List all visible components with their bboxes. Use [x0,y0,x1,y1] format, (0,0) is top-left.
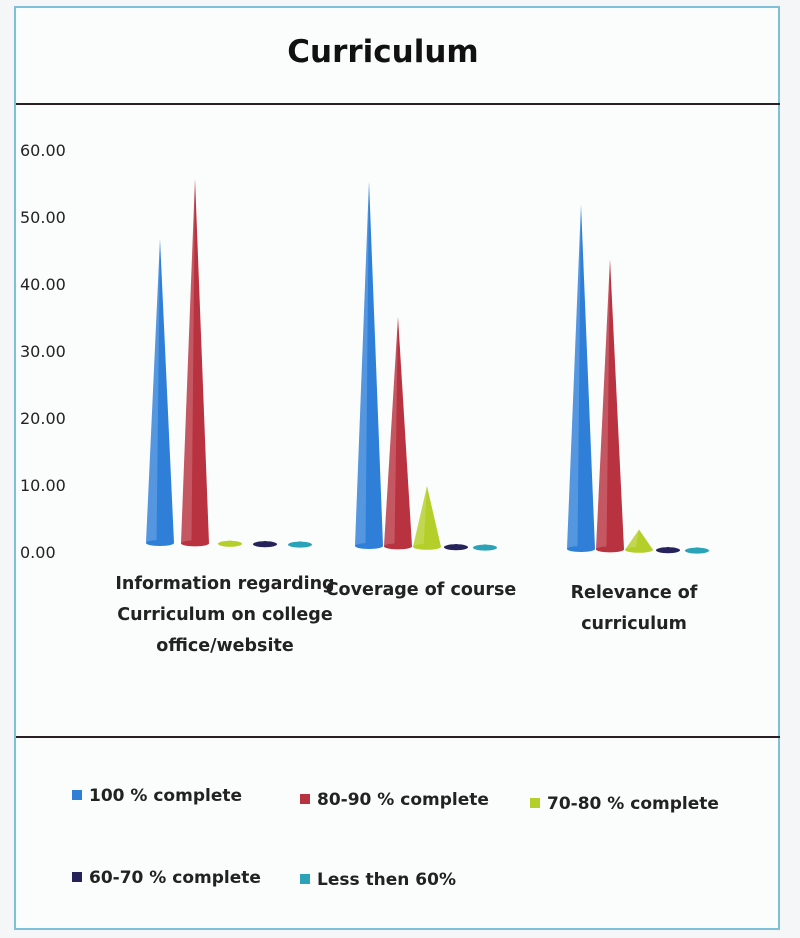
cone-base [146,540,174,546]
legend-label: 60-70 % complete [89,868,261,888]
legend-swatch [72,872,82,882]
cone-highlight [355,181,369,546]
y-tick-label: 30.00 [20,342,66,361]
legend-swatch [300,794,310,804]
cone-bar [384,316,412,547]
cone-base [384,543,412,550]
y-tick-label: 40.00 [20,275,66,294]
cone-base [567,546,595,552]
legend-label: 70-80 % complete [547,794,719,814]
cone-base [656,547,680,554]
cone-highlight [146,239,160,543]
cone-base [288,541,312,548]
x-category-label: Coverage of course [325,580,517,600]
legend-item: 60-70 % complete [72,868,261,888]
y-tick-label: 50.00 [20,208,66,227]
legend-item: 70-80 % complete [530,794,719,814]
legend-item: Less then 60% [300,870,456,890]
cone-base [625,546,653,553]
cone-base [355,543,383,549]
x-category-label: Relevance of curriculum [570,583,698,634]
cone-base [253,541,277,548]
legend-swatch [72,790,82,800]
title-divider [16,103,780,105]
cone-bar [567,204,595,549]
cone-base [444,544,468,551]
y-tick-label: 60.00 [20,141,66,160]
cone-base [473,544,497,551]
cone-bar [596,259,624,550]
cone-base [181,540,209,547]
cone-highlight [625,529,639,550]
cone-highlight [413,486,427,547]
legend-label: 80-90 % complete [317,790,489,810]
chart-title: Curriculum [287,34,479,70]
cone-bar [146,239,174,543]
y-tick-label: 20.00 [20,409,66,428]
legend-swatch [300,874,310,884]
x-category-label: Information regarding Curriculum on coll… [115,574,335,656]
cone-base [218,540,242,547]
legend-label: Less then 60% [317,870,456,890]
cone-bar [181,178,209,544]
cone-base [685,547,709,554]
cone-highlight [596,259,610,550]
cone-base [413,543,441,550]
y-tick-label: 10.00 [20,476,66,495]
legend-item: 80-90 % complete [300,790,489,810]
y-tick-label: 0.00 [20,543,56,562]
legend-item: 100 % complete [72,786,242,806]
cone-highlight [567,204,581,549]
legend-swatch [530,798,540,808]
legend-divider [16,736,780,738]
cone-bar [625,529,653,550]
cone-highlight [181,178,195,544]
legend-label: 100 % complete [89,786,243,806]
cone-highlight [384,316,398,547]
cone-base [596,546,624,553]
cone-bar [355,181,383,546]
cone-bar [413,486,441,547]
